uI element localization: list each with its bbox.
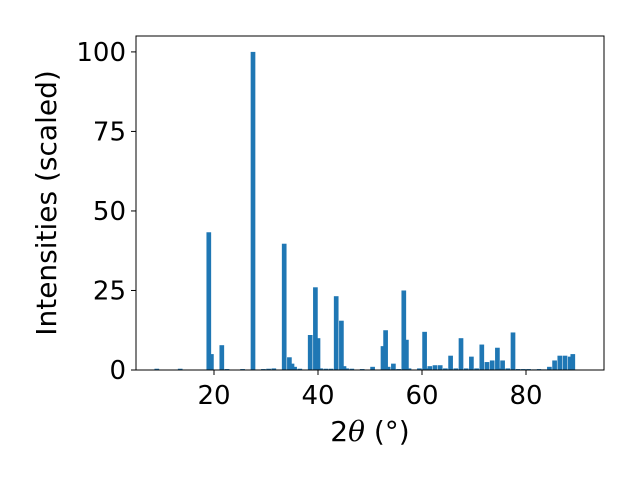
- bar: [297, 368, 303, 370]
- bar: [209, 354, 214, 370]
- y-tick-label: 50: [93, 197, 126, 227]
- bar: [391, 363, 396, 370]
- bar: [500, 360, 505, 370]
- bar: [333, 296, 339, 370]
- bar: [469, 356, 474, 370]
- bar: [406, 368, 412, 370]
- y-tick-label: 100: [76, 38, 126, 68]
- bar: [341, 366, 347, 370]
- bar: [292, 366, 297, 370]
- bar: [289, 363, 295, 370]
- bar: [547, 366, 552, 370]
- plot-frame: [135, 35, 605, 371]
- bar: [154, 368, 160, 370]
- x-axis: 20 40 60 80: [197, 370, 543, 411]
- bar: [349, 368, 355, 370]
- bar: [271, 368, 277, 370]
- bar: [505, 368, 511, 370]
- y-axis-label: Intensities (scaled): [30, 70, 63, 336]
- bar: [307, 335, 313, 370]
- x-tick-label: 40: [301, 381, 334, 411]
- y-tick-label: 0: [109, 356, 126, 386]
- bar: [557, 355, 563, 370]
- bar: [427, 366, 433, 370]
- bar: [313, 287, 318, 370]
- bar: [484, 362, 490, 370]
- bar: [570, 354, 576, 370]
- bar: [474, 368, 479, 370]
- bar: [437, 365, 443, 370]
- x-tick-label: 60: [405, 381, 438, 411]
- bar: [432, 365, 438, 370]
- x-axis-label-unit: (°): [365, 415, 410, 448]
- bar: [219, 345, 225, 370]
- bar: [497, 368, 503, 370]
- bar: [339, 320, 344, 370]
- bar: [448, 355, 453, 370]
- bar: [495, 347, 500, 370]
- bar: [344, 368, 349, 370]
- bar: [383, 330, 388, 370]
- bar: [177, 368, 183, 370]
- bar: [443, 368, 448, 370]
- bar: [424, 368, 430, 370]
- bar: [489, 360, 495, 370]
- bar: [370, 366, 375, 370]
- bar: [318, 368, 323, 370]
- bar: [250, 51, 256, 371]
- bar: [562, 355, 568, 370]
- bar: [328, 368, 334, 370]
- x-tick-label: 80: [509, 381, 542, 411]
- bar: [315, 338, 321, 370]
- bar: [323, 368, 329, 370]
- x-axis-label: 2θ (°): [330, 415, 409, 448]
- bar: [380, 346, 386, 370]
- bar: [510, 332, 516, 370]
- bar: [422, 331, 427, 370]
- bar: [463, 368, 469, 370]
- x-axis-label-symbol: θ: [348, 415, 365, 448]
- bar: [266, 368, 271, 370]
- bar: [401, 290, 407, 370]
- bar: [479, 344, 485, 370]
- bar: [458, 338, 464, 370]
- x-tick-label: 20: [197, 381, 230, 411]
- bar: [281, 243, 287, 370]
- y-axis: 0 25 50 75 100: [76, 38, 136, 386]
- bar: [287, 357, 292, 370]
- bar: [206, 232, 212, 370]
- y-tick-label: 75: [93, 117, 126, 147]
- bars-group: [154, 51, 576, 371]
- bar: [567, 356, 573, 370]
- y-tick-label: 25: [93, 276, 126, 306]
- bar: [453, 368, 459, 370]
- bar: [404, 339, 409, 370]
- bar: [552, 360, 557, 370]
- x-axis-label-prefix: 2: [330, 415, 348, 448]
- bar: [417, 368, 422, 370]
- bar: [385, 366, 391, 370]
